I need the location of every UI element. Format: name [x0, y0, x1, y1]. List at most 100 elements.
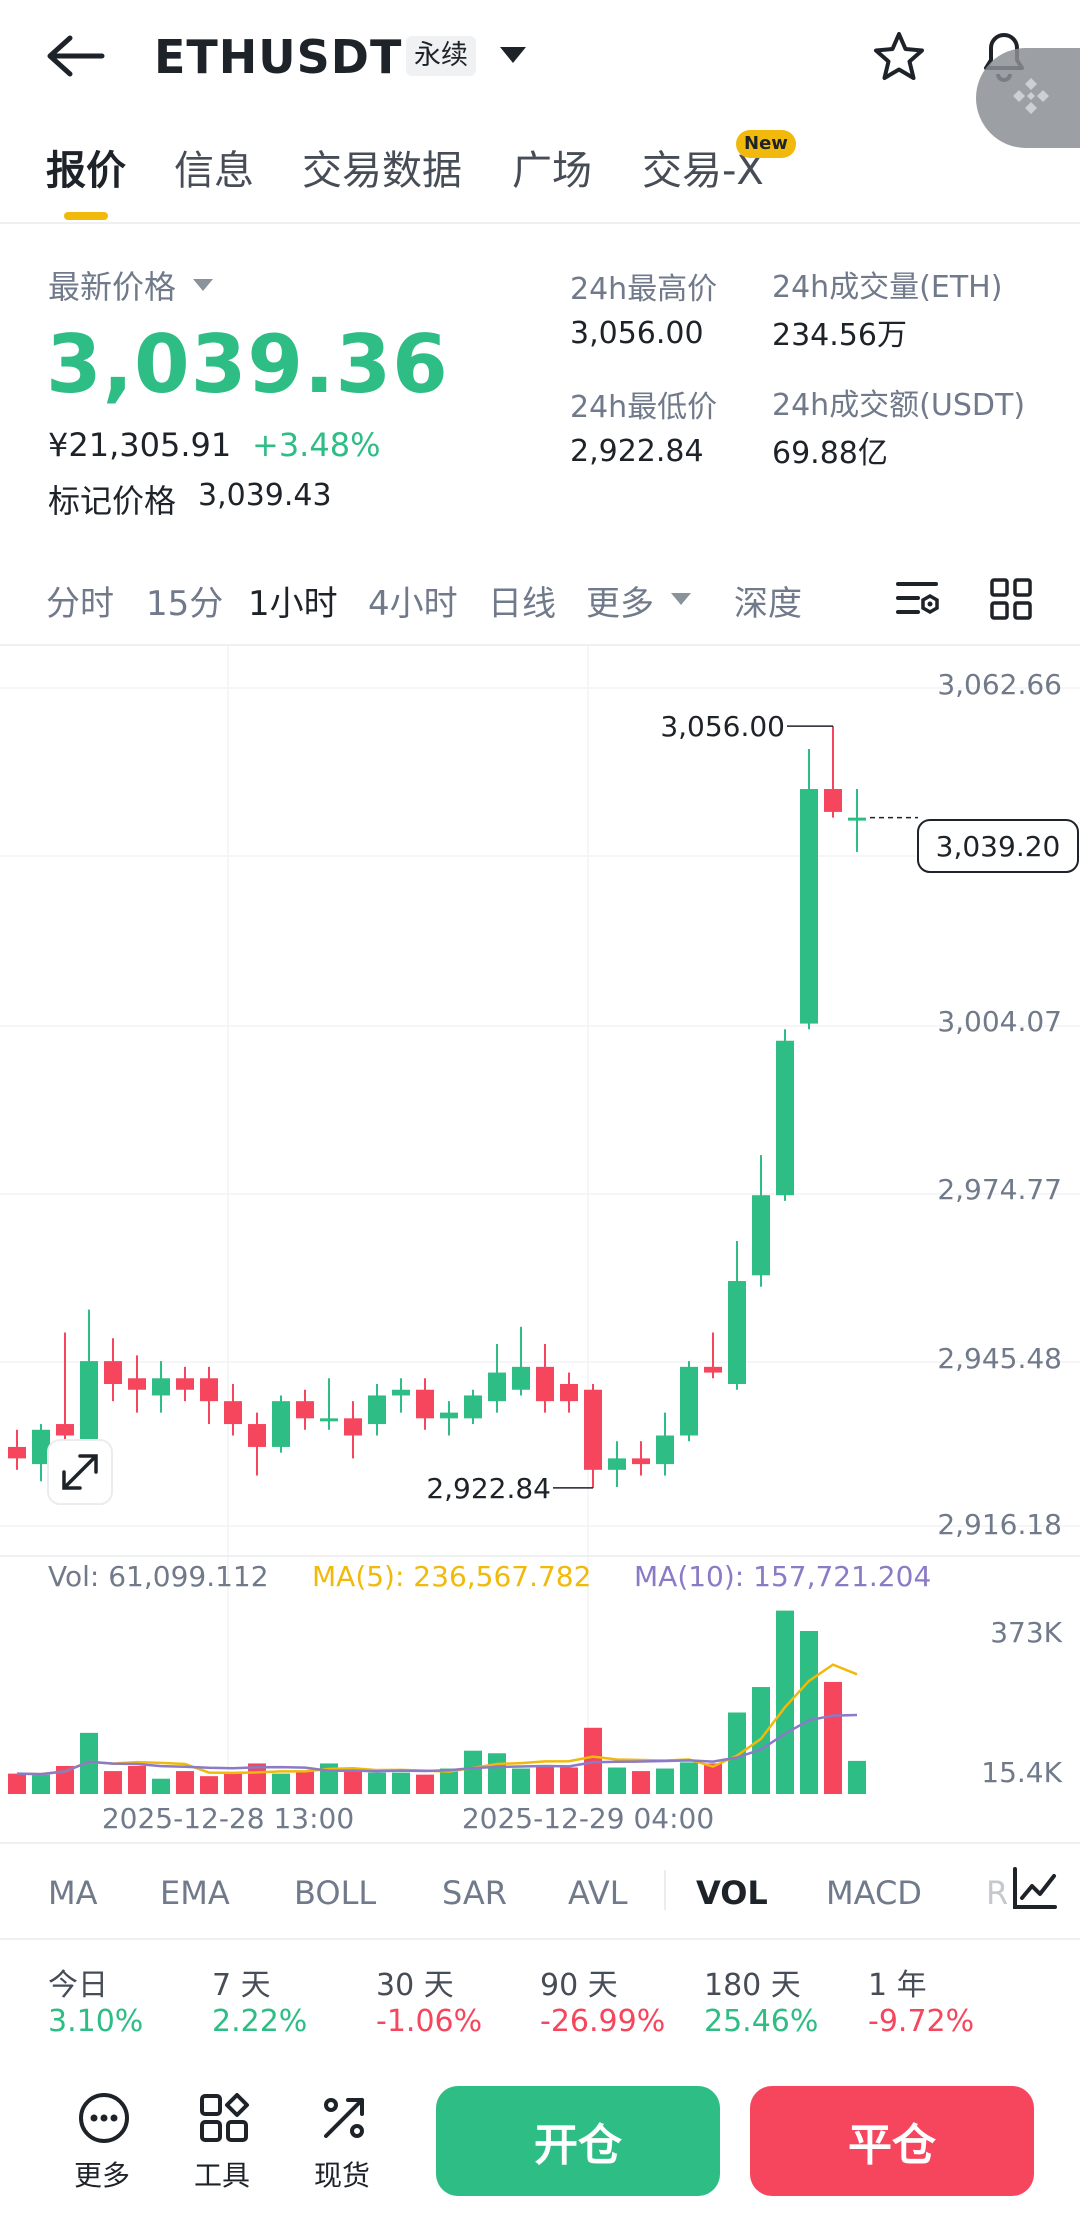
volume-bar — [176, 1771, 194, 1794]
perf-label-30d: 30 天 — [376, 1968, 454, 2003]
interval-1h[interactable]: 1小时 — [248, 584, 338, 624]
candle — [320, 1418, 338, 1422]
candle — [728, 1281, 746, 1385]
perf-value-90d: -26.99% — [540, 2004, 666, 2039]
symbol-title[interactable]: ETHUSDT — [154, 30, 403, 84]
tab-trading-data[interactable]: 交易数据 — [302, 148, 462, 194]
tabs-divider — [0, 222, 1080, 224]
perf-value-today: 3.10% — [48, 2004, 144, 2039]
candle — [32, 1429, 50, 1465]
volume-bar — [8, 1773, 26, 1794]
volume-ma10: MA(10): 157,721.204 — [634, 1560, 931, 1593]
chart-settings-icon[interactable] — [896, 576, 942, 622]
stat-24h-low-label: 24h最低价 — [570, 390, 718, 425]
spot-label[interactable]: 现货 — [314, 2159, 371, 2192]
interval-more[interactable]: 更多 — [586, 584, 654, 624]
latest-price-label[interactable]: 最新价格 — [48, 268, 177, 306]
tab-quote[interactable]: 报价 — [46, 148, 126, 194]
candle — [248, 1424, 266, 1447]
y-tick-label: 2,916.18 — [937, 1508, 1062, 1541]
perf-label-1y: 1 年 — [868, 1968, 927, 2003]
candle — [536, 1366, 554, 1402]
interval-1d[interactable]: 日线 — [488, 584, 556, 624]
volume-bar — [224, 1772, 242, 1794]
candle — [800, 789, 818, 1024]
active-tab-indicator — [64, 212, 108, 220]
mark-price-label: 标记价格 — [48, 482, 177, 520]
candle — [128, 1378, 146, 1390]
candle — [8, 1446, 26, 1459]
indicator-tab-macd[interactable]: MACD — [826, 1874, 922, 1912]
volume-bar — [272, 1773, 290, 1794]
volume-bar — [776, 1610, 794, 1794]
interval-time[interactable]: 分时 — [46, 584, 114, 624]
caret-down-icon[interactable] — [498, 44, 528, 66]
floating-assistant-widget[interactable] — [976, 48, 1080, 148]
candle — [368, 1395, 386, 1425]
volume-bar — [440, 1768, 458, 1794]
stat-24h-volume-value: 234.56万 — [772, 318, 907, 353]
spot-swap-icon[interactable] — [318, 2092, 370, 2144]
open-position-button[interactable]: 开仓 — [436, 2086, 720, 2196]
more-dots-icon[interactable] — [78, 2092, 130, 2144]
candle — [296, 1401, 314, 1419]
candle — [176, 1378, 194, 1390]
indicator-chart-icon[interactable] — [1012, 1866, 1058, 1910]
caret-down-icon[interactable] — [670, 592, 692, 606]
volume-axis-min: 15.4K — [981, 1756, 1062, 1789]
y-tick-label: 3,004.07 — [937, 1005, 1062, 1038]
indicator-tab-rsi[interactable]: R — [986, 1874, 1009, 1912]
volume-bar — [824, 1681, 842, 1794]
indicator-separator — [664, 1870, 666, 1910]
layout-grid-icon[interactable] — [990, 578, 1032, 620]
interval-depth[interactable]: 深度 — [734, 584, 802, 624]
perf-value-30d: -1.06% — [376, 2004, 483, 2039]
tab-info[interactable]: 信息 — [174, 148, 254, 194]
volume-bar — [392, 1772, 410, 1794]
last-price: 3,039.36 — [46, 318, 449, 411]
candle — [392, 1389, 410, 1396]
star-icon[interactable] — [872, 30, 926, 84]
stat-24h-high-label: 24h最高价 — [570, 272, 718, 307]
perf-label-7d: 7 天 — [212, 1968, 271, 2003]
candle — [776, 1040, 794, 1196]
x-axis-label: 2025-12-29 04:00 — [462, 1802, 714, 1835]
close-position-button[interactable]: 平仓 — [750, 2086, 1034, 2196]
candle — [56, 1424, 74, 1436]
indicator-tab-avl[interactable]: AVL — [568, 1874, 628, 1912]
interval-4h[interactable]: 4小时 — [368, 584, 458, 624]
contract-type-badge: 永续 — [406, 36, 476, 76]
back-arrow-icon[interactable] — [44, 30, 108, 82]
volume-bar — [656, 1768, 674, 1794]
volume-bar — [464, 1750, 482, 1794]
candle — [440, 1412, 458, 1419]
volume-bar — [344, 1769, 362, 1794]
indicator-tab-ema[interactable]: EMA — [160, 1874, 230, 1912]
volume-bar — [800, 1630, 818, 1794]
interval-15m[interactable]: 15分 — [146, 584, 224, 624]
candle — [632, 1458, 650, 1465]
indicator-tab-vol[interactable]: VOL — [696, 1874, 768, 1912]
candlestick-chart[interactable]: 3,062.66 3,004.07 2,974.77 2,945.48 2,91… — [0, 646, 1080, 1842]
candle — [584, 1389, 602, 1470]
candle — [416, 1389, 434, 1419]
binance-logo-icon — [1013, 78, 1049, 114]
indicator-tab-ma[interactable]: MA — [48, 1874, 98, 1912]
tools-icon[interactable] — [198, 2092, 250, 2144]
candle — [824, 789, 842, 812]
candle — [560, 1384, 578, 1402]
tab-square[interactable]: 广场 — [512, 148, 592, 194]
candle — [680, 1366, 698, 1436]
indicator-tab-sar[interactable]: SAR — [442, 1874, 508, 1912]
caret-down-icon[interactable] — [192, 278, 214, 292]
tools-label[interactable]: 工具 — [194, 2159, 251, 2192]
mark-price-value: 3,039.43 — [198, 478, 332, 513]
volume-axis-max: 373K — [990, 1616, 1062, 1649]
more-label[interactable]: 更多 — [74, 2159, 131, 2192]
volume-bar — [704, 1763, 722, 1794]
candle — [152, 1378, 170, 1396]
candle — [488, 1372, 506, 1402]
indicator-tab-boll[interactable]: BOLL — [294, 1874, 377, 1912]
candle — [200, 1378, 218, 1402]
expand-chart-icon[interactable] — [47, 1439, 113, 1505]
